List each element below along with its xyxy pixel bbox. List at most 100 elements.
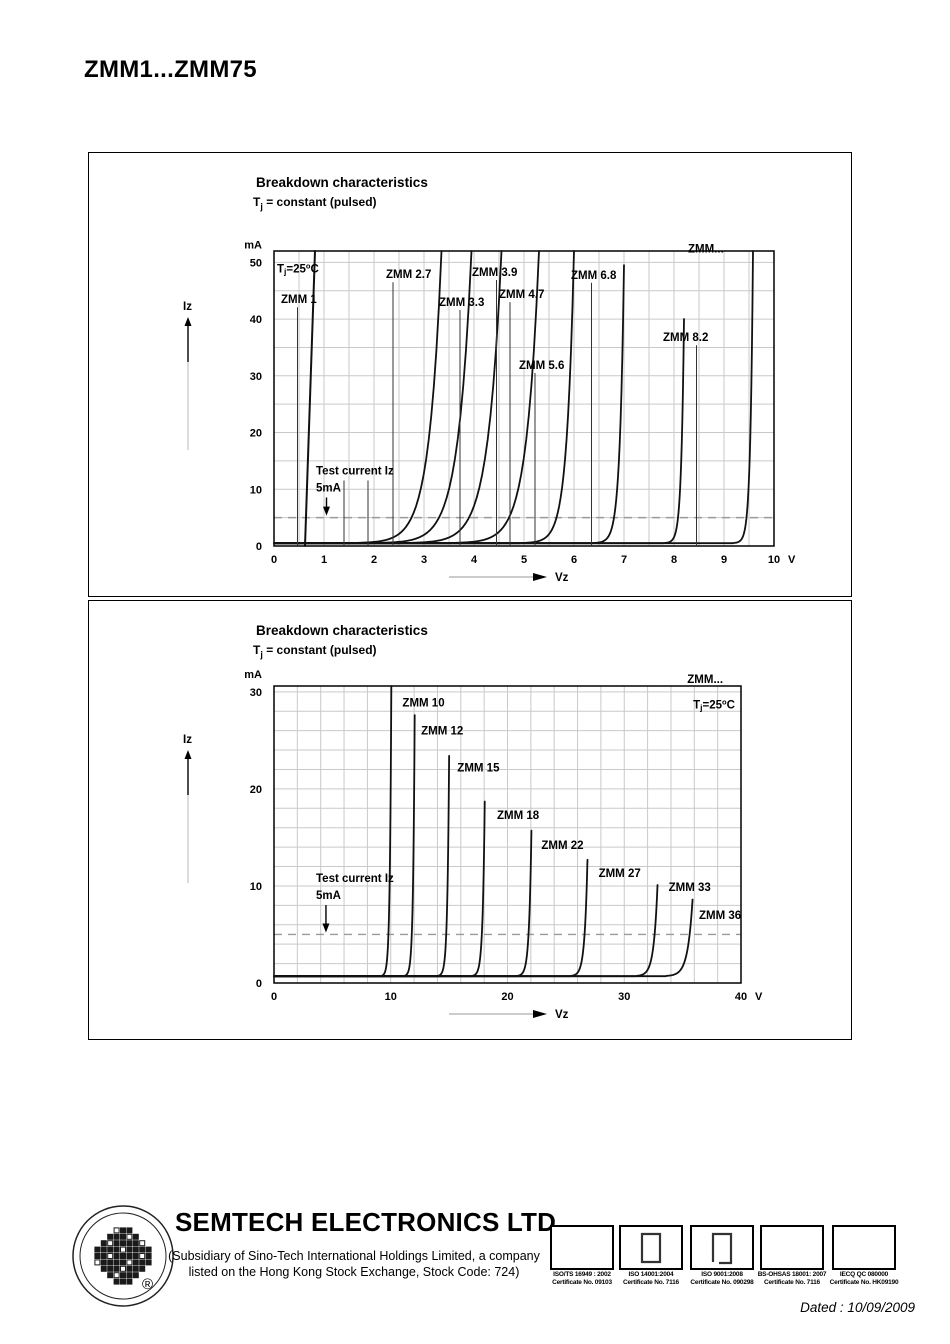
certification-number: Certificate No. 09103 <box>552 1279 612 1286</box>
subsidiary-line-1: (Subsidiary of Sino-Tech International H… <box>168 1249 540 1263</box>
svg-text:6: 6 <box>571 554 577 566</box>
svg-text:Test current Iz: Test current Iz <box>316 466 394 478</box>
certification-standard: ISO 14001:2004 <box>628 1271 674 1278</box>
svg-text:30: 30 <box>618 991 630 1003</box>
svg-text:8: 8 <box>671 554 677 566</box>
svg-text:Iz: Iz <box>183 734 192 746</box>
svg-text:10: 10 <box>385 991 397 1003</box>
svg-text:Test current Iz: Test current Iz <box>316 873 394 885</box>
test-current-annotation: Test current Iz 5mA <box>316 873 394 933</box>
registered-trademark-symbol: ® <box>142 1276 154 1293</box>
chart-panel-low-voltage: Breakdown characteristics Tj = constant … <box>88 152 852 597</box>
svg-text:ZMM 6.8: ZMM 6.8 <box>571 270 617 282</box>
logo-inner-circle <box>79 1212 167 1300</box>
junction-temperature-label: Tj=25oC <box>277 262 319 277</box>
svg-text:ZMM 33: ZMM 33 <box>669 882 711 894</box>
svg-text:0: 0 <box>256 541 262 553</box>
semtech-logo <box>72 1205 174 1307</box>
svg-text:ZMM 3.9: ZMM 3.9 <box>472 267 517 279</box>
certification-number: Certificate No. HK09190 <box>829 1279 899 1286</box>
zener-curves <box>273 250 754 547</box>
logo-dot-pattern <box>94 1227 152 1285</box>
chart-subtitle: Tj = constant (pulsed) <box>253 643 377 660</box>
x-axis-labels: 0 10 20 30 40 V <box>271 991 763 1003</box>
svg-text:10: 10 <box>250 484 262 496</box>
curve-labels: ZMM 10 ZMM 12 ZMM 15 ZMM 18 ZMM 22 ZMM 27 ZMM … <box>402 697 741 922</box>
svg-text:9: 9 <box>721 554 727 566</box>
certification-mark-icon <box>711 1232 733 1264</box>
breakdown-chart-low-voltage: ZMM 1 ZMM 2.7 ZMM 3.3 ZMM 3.9 ZMM 4.7 ZMM 5.6… <box>183 239 796 584</box>
certification-box-5 <box>832 1225 896 1270</box>
certification-caption-4: BS-OHSAS 18001: 2007 Certificate No. 7116 <box>747 1271 837 1287</box>
grid-lines <box>274 251 774 546</box>
svg-text:Iz: Iz <box>183 301 192 313</box>
svg-text:ZMM 27: ZMM 27 <box>599 868 641 880</box>
svg-text:40: 40 <box>735 991 747 1003</box>
svg-text:ZMM 15: ZMM 15 <box>457 762 500 774</box>
logo-outer-circle <box>72 1205 174 1307</box>
certification-number: Certificate No. 7116 <box>764 1279 820 1286</box>
svg-text:Vz: Vz <box>555 1009 569 1021</box>
svg-text:7: 7 <box>621 554 627 566</box>
y-axis-title-iz: Iz <box>183 734 192 883</box>
page-title: ZMM1...ZMM75 <box>84 56 257 83</box>
svg-text:ZMM 36: ZMM 36 <box>699 910 741 922</box>
certification-caption-1: ISO/TS 16949 : 2002 Certificate No. 09103 <box>537 1271 627 1287</box>
svg-text:mA: mA <box>244 669 262 681</box>
svg-text:V: V <box>788 554 796 566</box>
svg-text:50: 50 <box>250 257 262 269</box>
certification-standard: ISO/TS 16949 : 2002 <box>553 1271 611 1278</box>
y-axis-title-iz: Iz <box>183 301 192 450</box>
svg-text:ZMM 2.7: ZMM 2.7 <box>386 269 431 281</box>
svg-text:20: 20 <box>250 428 262 440</box>
svg-text:ZMM 3.3: ZMM 3.3 <box>439 297 484 309</box>
svg-text:2: 2 <box>371 554 377 566</box>
svg-text:10: 10 <box>768 554 780 566</box>
certification-standard: ISO 9001:2008 <box>701 1271 743 1278</box>
svg-text:4: 4 <box>471 554 478 566</box>
svg-text:Vz: Vz <box>555 572 569 584</box>
certification-standard: IECQ QC 080000 <box>839 1271 889 1278</box>
x-axis-title-vz: Vz <box>449 1009 569 1021</box>
certification-mark-icon <box>640 1232 662 1263</box>
svg-text:mA: mA <box>244 239 262 251</box>
svg-text:20: 20 <box>501 991 513 1003</box>
svg-text:ZMM 10: ZMM 10 <box>402 697 444 709</box>
svg-text:5mA: 5mA <box>316 483 341 495</box>
chart-title: Breakdown characteristics <box>256 623 428 638</box>
certification-caption-3: ISO 9001:2008 Certificate No. 090298 <box>677 1271 767 1287</box>
grid-lines <box>274 686 741 983</box>
subsidiary-line-2: listed on the Hong Kong Stock Exchange, … <box>188 1265 520 1279</box>
overflow-series-label: ZMM... <box>688 244 724 256</box>
svg-text:ZMM 4.7: ZMM 4.7 <box>499 289 544 301</box>
y-axis-labels: 0 10 20 30 40 50 mA <box>244 239 262 553</box>
certification-box-4 <box>760 1225 824 1270</box>
svg-text:0: 0 <box>256 978 262 990</box>
certification-box-2 <box>619 1225 683 1270</box>
certification-caption-2: ISO 14001:2004 Certificate No. 7116 <box>606 1271 696 1287</box>
chart-subtitle: Tj = constant (pulsed) <box>253 195 377 212</box>
breakdown-chart-high-voltage: ZMM 10 ZMM 12 ZMM 15 ZMM 18 ZMM 22 ZMM 27 ZMM … <box>183 669 763 1021</box>
curve-zmm-36 <box>273 898 694 978</box>
chart-panel-high-voltage: Breakdown characteristics Tj = constant … <box>88 600 852 1040</box>
curve-zmm-22 <box>273 829 533 978</box>
plot-frame <box>273 685 742 984</box>
svg-text:30: 30 <box>250 687 262 699</box>
svg-text:3: 3 <box>421 554 427 566</box>
y-axis-labels: 0 10 20 30 mA <box>244 669 262 990</box>
plot-frame <box>273 250 775 547</box>
x-axis-labels: 0 1 2 3 4 5 6 7 8 9 10 V <box>271 554 796 566</box>
svg-text:5: 5 <box>521 554 527 566</box>
certification-number: Certificate No. 7116 <box>623 1279 679 1286</box>
svg-text:0: 0 <box>271 554 277 566</box>
svg-text:40: 40 <box>250 314 262 326</box>
svg-text:5mA: 5mA <box>316 890 341 902</box>
svg-text:ZMM 12: ZMM 12 <box>421 726 463 738</box>
certification-standard: BS-OHSAS 18001: 2007 <box>757 1271 827 1278</box>
svg-text:1: 1 <box>321 554 327 566</box>
svg-text:ZMM 5.6: ZMM 5.6 <box>519 360 564 372</box>
curve-labels: ZMM 1 ZMM 2.7 ZMM 3.3 ZMM 3.9 ZMM 4.7 ZMM 5.6… <box>281 267 708 546</box>
certification-caption-5: IECQ QC 080000 Certificate No. HK09190 <box>819 1271 909 1287</box>
svg-text:ZMM 22: ZMM 22 <box>541 840 583 852</box>
test-current-annotation: Test current Iz 5mA <box>316 466 394 546</box>
